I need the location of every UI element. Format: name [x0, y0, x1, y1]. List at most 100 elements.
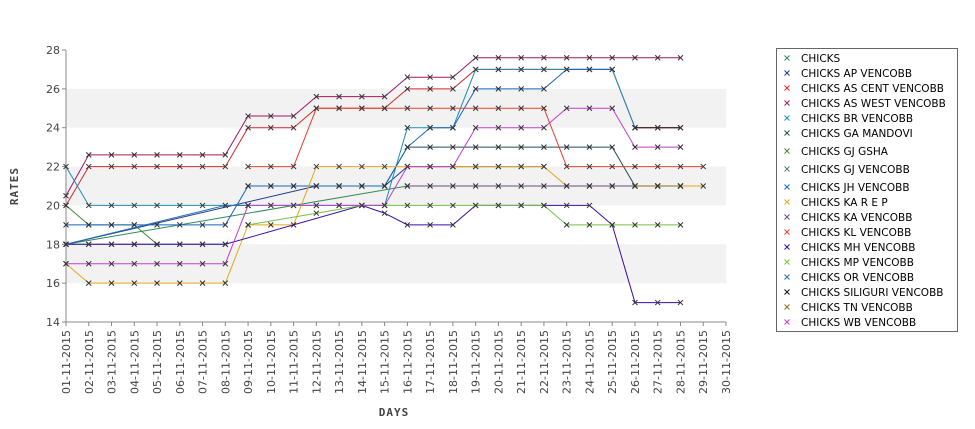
legend-marker [784, 199, 790, 205]
data-point [359, 202, 365, 209]
data-point [290, 163, 297, 170]
data-point [677, 163, 684, 170]
legend-label: CHICKS GJ VENCOBB [801, 164, 910, 176]
data-point [108, 260, 115, 267]
legend-marker [784, 55, 790, 61]
data-point [450, 163, 456, 170]
data-point [495, 105, 502, 112]
x-tick-label: 29-11-2015 [697, 330, 710, 394]
data-point [154, 163, 160, 170]
x-tick-label: 04-11-2015 [128, 330, 141, 394]
data-point [63, 202, 69, 209]
data-point [108, 163, 115, 170]
data-point [495, 124, 502, 131]
y-tick-label: 28 [46, 44, 60, 57]
data-point [518, 144, 525, 150]
x-tick-label: 24-11-2015 [583, 330, 596, 394]
x-tick-label: 20-11-2015 [492, 330, 505, 394]
x-tick-label: 21-11-2015 [515, 330, 528, 394]
y-tick-label: 20 [46, 199, 60, 212]
series-16 [632, 183, 684, 189]
data-point [108, 280, 115, 286]
data-point [176, 280, 183, 286]
data-point [450, 144, 456, 150]
data-point [518, 86, 525, 92]
data-point [131, 222, 138, 228]
data-point [245, 202, 251, 209]
data-point [586, 105, 593, 112]
data-point [654, 222, 661, 228]
data-point [518, 202, 525, 209]
legend-label: CHICKS OR VENCOBB [801, 272, 914, 284]
data-point [381, 183, 388, 189]
x-tick-label: 25-11-2015 [606, 330, 619, 394]
data-point [313, 183, 320, 189]
legend-label: CHICKS AS WEST VENCOBB [801, 98, 946, 110]
data-point [677, 144, 684, 150]
data-point [609, 183, 616, 189]
data-point [245, 163, 251, 170]
data-point [199, 222, 206, 228]
data-point [336, 183, 342, 189]
data-point [518, 124, 525, 131]
data-point [381, 202, 388, 209]
data-point [154, 222, 160, 228]
data-point [381, 163, 388, 170]
chart-legend: CHICKS CHICKS AP VENCOBB CHICKS AS CENT VE… [776, 48, 958, 332]
data-point [222, 163, 229, 170]
y-tick-label: 14 [46, 316, 60, 329]
data-point [199, 202, 206, 209]
series-15 [632, 124, 684, 131]
data-point [154, 260, 160, 267]
data-point [131, 202, 138, 209]
data-point [108, 152, 115, 158]
data-point [541, 105, 547, 112]
data-point [427, 202, 433, 209]
legend-label: CHICKS GJ GSHA [801, 146, 889, 158]
data-point [427, 105, 433, 112]
legend-item: CHICKS KA VENCOBB [784, 212, 912, 224]
data-point [404, 222, 411, 228]
data-point [222, 280, 229, 286]
x-tick-label: 06-11-2015 [174, 330, 187, 394]
legend-item: CHICKS AP VENCOBB [784, 68, 912, 80]
data-point [677, 183, 684, 189]
data-point [176, 222, 183, 228]
data-point [85, 241, 92, 248]
x-tick-label: 19-11-2015 [470, 330, 483, 394]
data-point [131, 241, 138, 248]
data-point [427, 183, 433, 189]
data-point [222, 152, 229, 158]
data-point [267, 113, 274, 119]
legend-item: CHICKS AS WEST VENCOBB [784, 98, 946, 110]
x-tick-label: 23-11-2015 [561, 330, 574, 394]
data-point [541, 144, 547, 150]
data-point [472, 124, 479, 131]
data-point [586, 183, 593, 189]
data-point [541, 66, 547, 73]
legend-item: CHICKS KL VENCOBB [784, 227, 911, 239]
chart-axes [65, 50, 726, 323]
x-tick-label: 09-11-2015 [242, 330, 255, 394]
legend-label: CHICKS GA MANDOVI [801, 128, 913, 140]
data-point [63, 260, 69, 267]
data-point [313, 93, 320, 100]
legend-item: CHICKS AS CENT VENCOBB [784, 83, 944, 95]
data-point [359, 163, 365, 170]
data-point [632, 54, 638, 61]
data-point [381, 93, 388, 100]
data-point [199, 241, 206, 248]
x-tick-label: 30-11-2015 [720, 330, 733, 394]
data-point [541, 86, 547, 92]
data-point [427, 222, 433, 228]
data-point [654, 163, 661, 170]
data-point [563, 66, 570, 73]
legend-label: CHICKS MH VENCOBB [801, 242, 916, 254]
legend-marker [784, 319, 790, 325]
x-tick-label: 27-11-2015 [652, 330, 665, 394]
legend-label: CHICKS AP VENCOBB [801, 68, 912, 80]
data-point [563, 144, 570, 150]
data-point [336, 163, 342, 170]
data-point [404, 163, 411, 170]
data-point [609, 105, 616, 112]
